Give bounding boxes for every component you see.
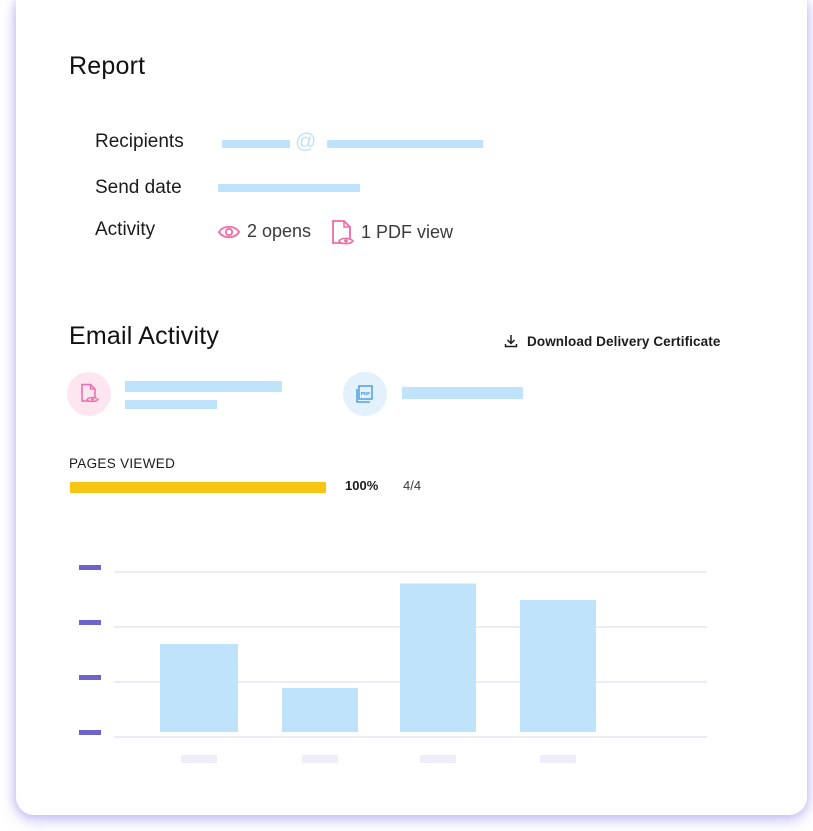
activity-label: Activity [95,219,156,240]
x-axis-label-placeholder [420,755,456,763]
report-title: Report [69,52,146,80]
y-axis-tick [79,730,101,735]
eye-icon [217,222,241,247]
opens-count: 2 opens [247,221,312,241]
pdf-badge-icon: PDF [356,385,374,408]
page-views-bar-chart [79,565,707,763]
chart-bar [400,583,476,732]
chart-bar [160,644,238,732]
download-icon [503,333,519,349]
pages-viewed-progress-track [70,482,326,493]
pages-viewed-label: PAGES VIEWED [69,456,176,471]
chart-bar [520,600,596,732]
svg-text:PDF: PDF [361,391,370,396]
y-axis-tick [79,620,101,625]
chart-bar [282,688,358,732]
pdf-document-eye-icon [330,219,356,254]
send-date-label: Send date [95,177,182,198]
x-axis-label-placeholder [540,755,576,763]
download-certificate-label: Download Delivery Certificate [527,333,721,349]
email-activity-title: Email Activity [69,322,220,350]
pages-viewed-percent: 100% [345,478,379,493]
pdf-view-count: 1 PDF view [361,222,454,242]
activity-subtitle-placeholder [125,400,217,409]
recipient-domain-placeholder [327,140,483,148]
x-axis-label-placeholder [181,755,217,763]
recipient-name-placeholder [222,140,290,148]
pdf-view-activity-badge [67,372,111,416]
download-certificate-link[interactable]: Download Delivery Certificate [503,333,720,349]
x-axis-label-placeholder [302,755,338,763]
y-axis-tick [79,675,101,680]
pages-viewed-progress-fill [70,482,326,493]
activity-title-placeholder [125,381,282,392]
pages-viewed-fraction: 4/4 [403,478,422,493]
pdf-file-activity-badge: PDF [343,372,387,416]
at-sign-icon: @ [295,130,317,153]
pdf-file-name-placeholder [402,387,523,399]
recipients-label: Recipients [95,131,184,152]
y-axis-tick [79,565,101,570]
pdf-document-eye-icon [80,383,100,410]
send-date-placeholder [218,184,360,192]
